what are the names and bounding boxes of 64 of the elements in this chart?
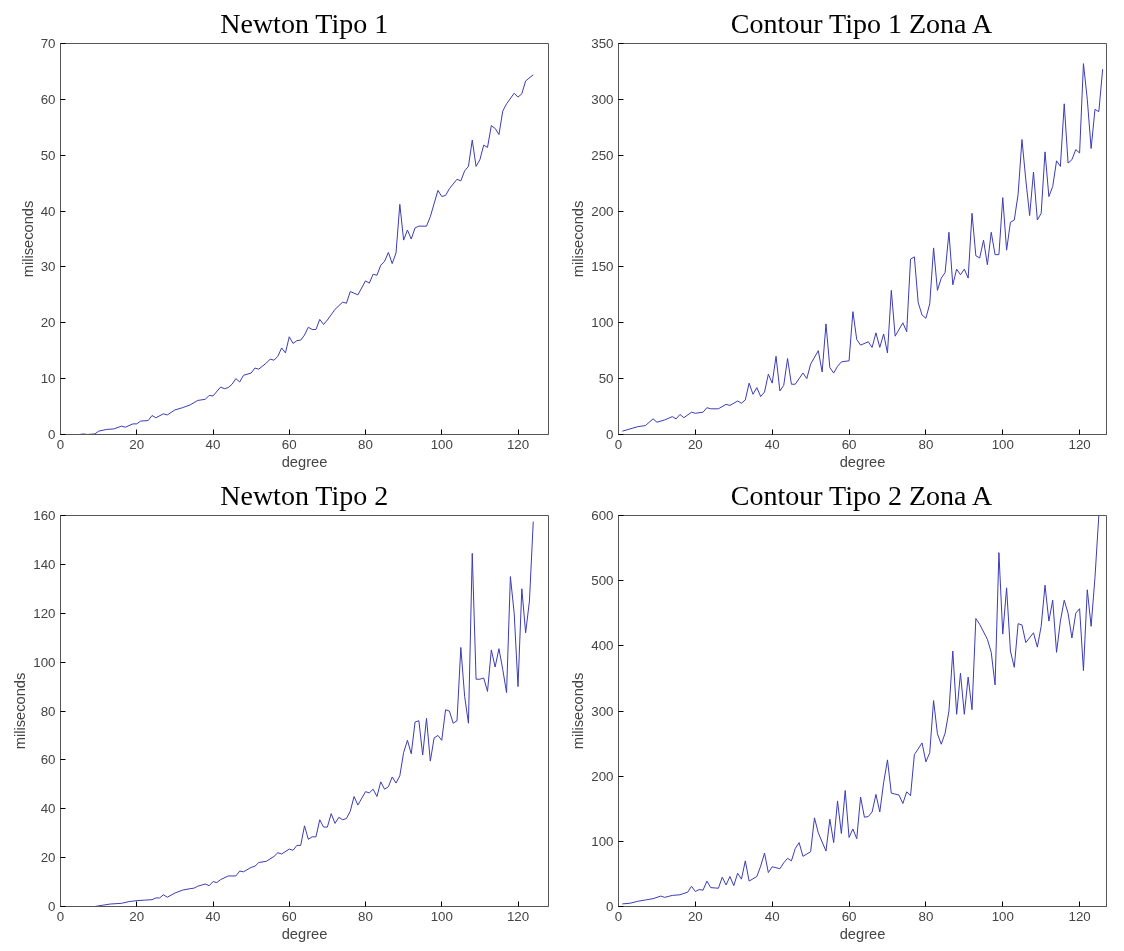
- y-tick-label: 100: [33, 654, 56, 670]
- x-axis-title: degree: [839, 453, 886, 470]
- y-tick-label: 20: [40, 850, 56, 866]
- y-tick-label: 140: [33, 556, 56, 572]
- x-tick-label: 40: [764, 908, 780, 924]
- y-tick-label: 200: [591, 768, 614, 784]
- y-tick-label: 350: [591, 36, 614, 51]
- x-tick-label: 80: [358, 436, 373, 452]
- y-tick-label: 100: [591, 833, 614, 849]
- x-tick-label: 100: [430, 436, 453, 452]
- x-tick-label: 40: [205, 436, 221, 452]
- x-tick-label: 80: [918, 908, 934, 924]
- x-tick-label: 60: [281, 436, 297, 452]
- chart-title: Contour Tipo 2 Zona A: [730, 479, 993, 511]
- y-tick-label: 80: [40, 703, 56, 719]
- y-tick-label: 200: [591, 203, 614, 219]
- y-axis-title: miliseconds: [19, 200, 36, 278]
- x-axis-title: degree: [281, 453, 328, 470]
- x-tick-label: 20: [129, 908, 145, 924]
- y-axis-title: miliseconds: [570, 672, 587, 750]
- x-tick-label: 80: [358, 908, 373, 924]
- x-tick-label: 40: [205, 908, 221, 924]
- x-tick-label: 60: [841, 908, 857, 924]
- x-tick-label: 120: [506, 436, 530, 452]
- y-tick-label: 500: [591, 573, 614, 589]
- x-tick-label: 20: [129, 436, 145, 452]
- y-tick-label: 50: [40, 147, 56, 163]
- y-tick-label: 400: [591, 638, 614, 654]
- x-tick-label: 120: [1068, 436, 1091, 452]
- y-tick-label: 40: [40, 801, 56, 817]
- y-tick-label: 70: [40, 36, 56, 51]
- x-tick-label: 100: [991, 436, 1014, 452]
- chart-title: Contour Tipo 1 Zona A: [730, 7, 993, 39]
- chart-title: Newton Tipo 1: [220, 7, 389, 39]
- x-tick-label: 80: [918, 436, 934, 452]
- y-tick-label: 100: [591, 315, 614, 331]
- y-axis-title: miliseconds: [570, 200, 587, 278]
- y-tick-label: 50: [598, 371, 614, 387]
- x-tick-label: 60: [281, 908, 297, 924]
- x-tick-label: 120: [506, 908, 530, 924]
- y-tick-label: 150: [591, 259, 614, 275]
- y-tick-label: 60: [40, 752, 56, 768]
- y-tick-label: 30: [40, 259, 56, 275]
- x-tick-label: 60: [841, 436, 857, 452]
- y-tick-label: 300: [591, 91, 614, 107]
- x-tick-label: 20: [687, 436, 703, 452]
- y-tick-label: 60: [40, 91, 56, 107]
- y-tick-label: 120: [33, 605, 56, 621]
- y-tick-label: 20: [40, 315, 56, 331]
- x-tick-label: 100: [991, 908, 1014, 924]
- y-tick-label: 40: [40, 203, 56, 219]
- y-tick-label: 160: [33, 508, 56, 523]
- y-tick-label: 300: [591, 703, 614, 719]
- x-axis-title: degree: [839, 925, 886, 942]
- y-tick-label: 250: [591, 147, 614, 163]
- y-tick-label: 10: [40, 371, 56, 387]
- x-axis-title: degree: [281, 925, 328, 942]
- x-tick-label: 20: [687, 908, 703, 924]
- x-tick-label: 40: [764, 436, 780, 452]
- chart-title: Newton Tipo 2: [220, 479, 389, 511]
- x-tick-label: 120: [1068, 908, 1091, 924]
- x-tick-label: 100: [430, 908, 453, 924]
- y-tick-label: 600: [591, 508, 614, 523]
- y-axis-title: miliseconds: [12, 672, 29, 750]
